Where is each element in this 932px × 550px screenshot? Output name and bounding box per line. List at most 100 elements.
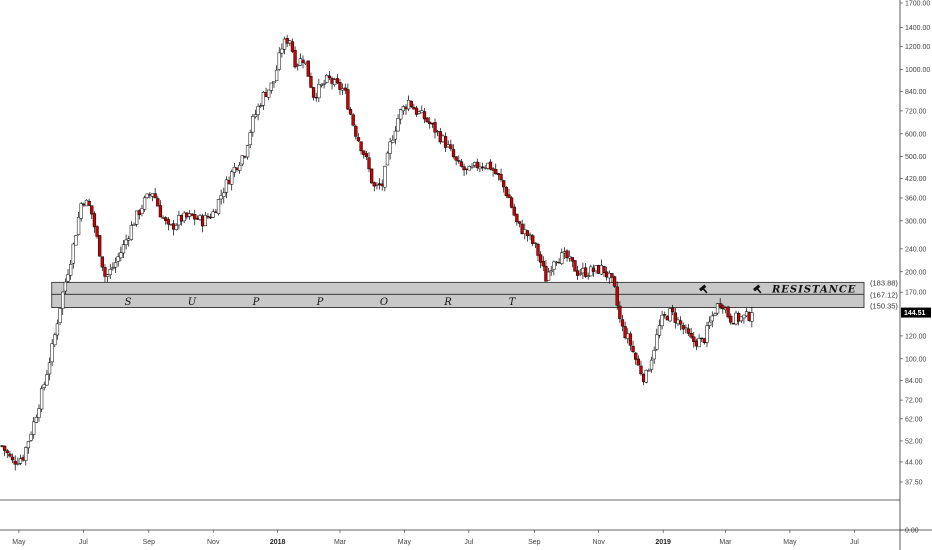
last-price-label: 144.51 — [904, 310, 926, 317]
support-letter: U — [188, 297, 197, 308]
candle-body — [370, 168, 374, 184]
candle-body — [443, 136, 448, 148]
candle-body — [198, 215, 202, 220]
candle-body — [169, 223, 173, 226]
candle-body — [18, 458, 23, 464]
candle-body — [208, 216, 213, 219]
candle-body — [655, 334, 659, 350]
candle-body — [61, 291, 65, 309]
x-tick-label: 2019 — [655, 539, 671, 546]
candle-body — [84, 199, 89, 207]
candle-body — [179, 215, 184, 222]
y-tick-label: 0.00 — [905, 528, 919, 535]
y-tick-label: 100.00 — [905, 356, 927, 363]
candle-body — [182, 212, 186, 222]
candle-body — [694, 340, 699, 347]
candle-body — [92, 213, 97, 228]
candle-body — [652, 349, 656, 360]
candle-body — [29, 434, 33, 441]
candle-body — [214, 211, 218, 213]
support-letter: O — [380, 297, 388, 308]
y-tick-label: 120.00 — [905, 333, 927, 340]
candle-body — [222, 192, 226, 198]
candle-body — [63, 281, 68, 292]
candle-body — [21, 457, 25, 461]
candle-body — [689, 333, 693, 338]
candle-body — [158, 205, 163, 218]
candle-body — [161, 217, 165, 219]
candle-body — [150, 193, 155, 197]
candle-body — [58, 308, 62, 323]
candle-body — [195, 217, 200, 220]
candle-body — [253, 114, 258, 118]
candle-body — [451, 149, 456, 158]
candle-body — [438, 131, 442, 143]
candle-body — [531, 235, 535, 244]
candle-body — [520, 223, 524, 235]
candle-body — [612, 276, 617, 287]
candle-body — [100, 256, 104, 268]
y-tick-label: 1700.00 — [905, 1, 930, 8]
candle-body — [135, 210, 139, 225]
candle-body — [108, 269, 112, 276]
candle-body — [293, 50, 297, 68]
candle-body — [409, 100, 413, 108]
candle-body — [665, 316, 670, 321]
candle-body — [309, 75, 313, 88]
hammer-head — [699, 284, 707, 292]
candle-body — [121, 244, 126, 254]
support-letter: P — [252, 297, 260, 308]
candle-body — [354, 125, 358, 137]
candle-body — [533, 242, 538, 245]
candle-body — [715, 303, 720, 314]
support-letter: R — [443, 297, 452, 308]
candle-body — [491, 168, 495, 171]
candle-body — [319, 83, 324, 86]
candle-body — [142, 197, 147, 210]
candle-body — [467, 166, 471, 171]
candle-body — [697, 338, 701, 348]
candle-body — [747, 312, 751, 321]
candle-body — [103, 267, 107, 277]
candle-body — [203, 215, 207, 226]
candle-body — [277, 52, 281, 70]
candle-body — [232, 166, 237, 173]
candle-body — [74, 235, 78, 246]
candle-body — [288, 40, 292, 44]
candle-body — [393, 130, 398, 140]
candle-body — [713, 313, 717, 316]
candle-body — [224, 179, 229, 193]
candle-body — [573, 260, 577, 272]
candle-body — [267, 89, 271, 98]
hammer-handle — [756, 287, 762, 294]
candle-body — [388, 141, 392, 154]
candle-body — [206, 215, 210, 218]
y-tick-label: 720.00 — [905, 108, 927, 115]
candle-body — [634, 352, 638, 360]
candle-body — [581, 268, 585, 274]
candle-body — [375, 184, 379, 186]
candle-body — [105, 274, 110, 277]
y-tick-label: 1200.00 — [905, 44, 930, 51]
y-tick-label: 44.00 — [905, 459, 923, 466]
hammer-handle — [702, 287, 708, 294]
candle-body — [68, 264, 73, 276]
candle-body — [13, 460, 17, 465]
candle-body — [676, 319, 680, 325]
candle-body — [641, 373, 646, 383]
candle-body — [465, 168, 469, 170]
y-tick-label: 420.00 — [905, 176, 927, 183]
candle-body — [385, 152, 390, 166]
candle-body — [325, 75, 329, 83]
candle-body — [671, 307, 675, 313]
candle-body — [686, 328, 691, 334]
candle-body — [446, 144, 450, 148]
candle-body — [565, 250, 569, 259]
candle-body — [433, 122, 437, 133]
candle-body — [557, 262, 561, 264]
candle-body — [235, 167, 239, 171]
candle-body — [333, 79, 337, 86]
candle-body — [507, 194, 511, 199]
resistance-bottom-label: (167.12) — [870, 290, 898, 299]
